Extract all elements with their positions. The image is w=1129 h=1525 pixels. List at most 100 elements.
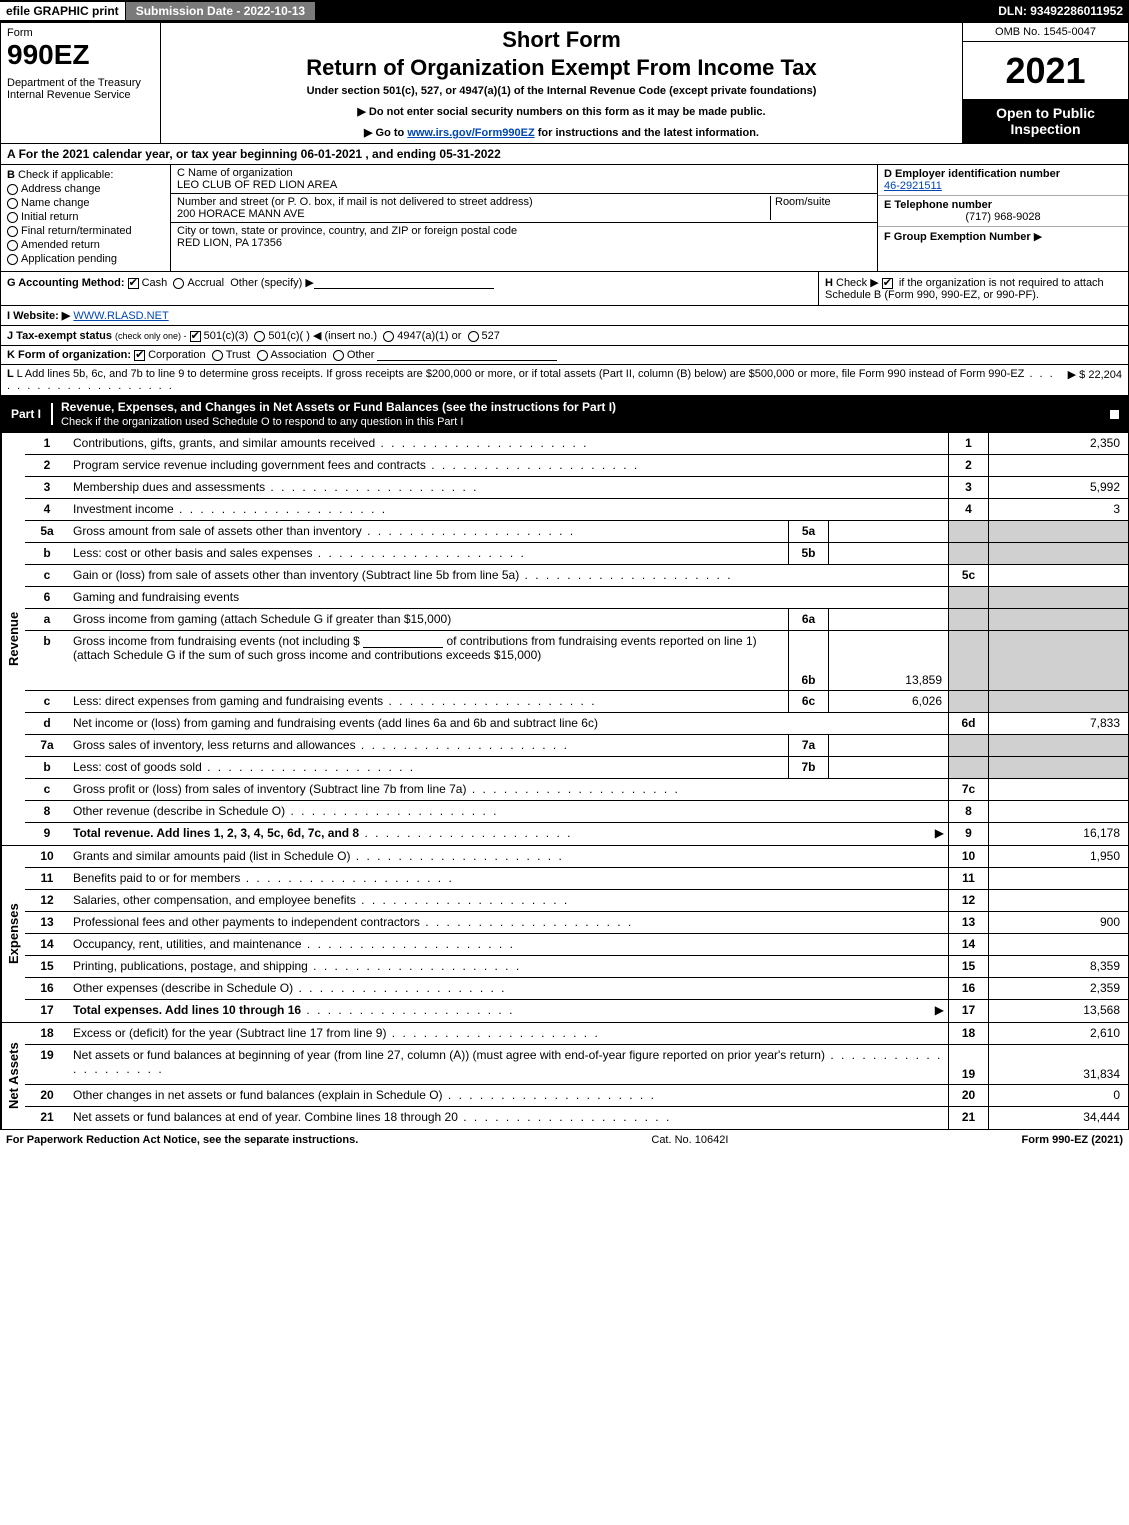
line-9: 9 Total revenue. Add lines 1, 2, 3, 4, 5… [25, 823, 1128, 845]
ln7b-num: b [25, 757, 69, 778]
side-expenses: Expenses [1, 846, 25, 1022]
chk-final-return[interactable]: Final return/terminated [7, 225, 164, 237]
line-6d: d Net income or (loss) from gaming and f… [25, 713, 1128, 735]
part1-sub: Check if the organization used Schedule … [61, 416, 463, 428]
i-lbl: I Website: ▶ [7, 310, 70, 322]
g-other-input[interactable] [314, 277, 494, 289]
chk-address-change[interactable]: Address change [7, 183, 164, 195]
ln7c-num: c [25, 779, 69, 800]
e-lbl: E Telephone number [884, 199, 1122, 211]
i-website-link[interactable]: WWW.RLASD.NET [73, 310, 168, 322]
line-5b: b Less: cost or other basis and sales ex… [25, 543, 1128, 565]
ln15-v: 8,359 [988, 956, 1128, 977]
ln6c-r [948, 691, 988, 712]
g-cash: Cash [142, 277, 168, 289]
e-val: (717) 968-9028 [884, 211, 1122, 223]
ln10-r: 10 [948, 846, 988, 867]
c-street-lbl: Number and street (or P. O. box, if mail… [177, 196, 766, 208]
ln12-desc: Salaries, other compensation, and employ… [73, 893, 356, 907]
line-2: 2 Program service revenue including gove… [25, 455, 1128, 477]
chk-other[interactable] [333, 350, 344, 361]
k-other-input[interactable] [377, 349, 557, 361]
chk-accrual[interactable] [173, 278, 184, 289]
form-word: Form [7, 27, 154, 39]
ln14-v [988, 934, 1128, 955]
ln6d-num: d [25, 713, 69, 734]
chk-corp[interactable] [134, 350, 145, 361]
ln5c-r: 5c [948, 565, 988, 586]
ln5b-num: b [25, 543, 69, 564]
line-7b: b Less: cost of goods sold 7b [25, 757, 1128, 779]
d-ein: D Employer identification number 46-2921… [878, 165, 1128, 196]
ln20-desc: Other changes in net assets or fund bala… [73, 1088, 443, 1102]
row-k: K Form of organization: Corporation Trus… [0, 346, 1129, 365]
chk-assoc[interactable] [257, 350, 268, 361]
ln7c-v [988, 779, 1128, 800]
k-other: Other [347, 349, 375, 361]
d-lbl: D Employer identification number [884, 168, 1122, 180]
irs-link[interactable]: www.irs.gov/Form990EZ [407, 127, 534, 139]
instr-goto-post: for instructions and the latest informat… [538, 127, 759, 139]
g-other: Other (specify) ▶ [230, 277, 314, 289]
d-val[interactable]: 46-2921511 [884, 180, 1122, 192]
ln6a-num: a [25, 609, 69, 630]
line-13: 13 Professional fees and other payments … [25, 912, 1128, 934]
j-o1: 501(c)(3) [204, 330, 249, 342]
ln2-v [988, 455, 1128, 476]
ln8-desc: Other revenue (describe in Schedule O) [73, 804, 285, 818]
g-lbl: G Accounting Method: [7, 277, 125, 289]
ln2-r: 2 [948, 455, 988, 476]
col-b: B Check if applicable: Address change Na… [1, 165, 171, 271]
chk-4947[interactable] [383, 331, 394, 342]
chk-cash[interactable] [128, 278, 139, 289]
ln6b-d1: Gross income from fundraising events (no… [73, 634, 360, 648]
line-19: 19 Net assets or fund balances at beginn… [25, 1045, 1128, 1085]
ln5c-num: c [25, 565, 69, 586]
ln6c-sn: 6c [788, 691, 828, 712]
chk-501c3[interactable] [190, 331, 201, 342]
ln16-num: 16 [25, 978, 69, 999]
h-txt1: Check ▶ [836, 277, 879, 289]
row-a-text: For the 2021 calendar year, or tax year … [19, 147, 501, 161]
ln6b-num: b [25, 631, 69, 690]
chk-application-pending[interactable]: Application pending [7, 253, 164, 265]
instr-ssn: ▶ Do not enter social security numbers o… [169, 105, 954, 118]
header-right: OMB No. 1545-0047 2021 Open to Public In… [963, 23, 1128, 143]
chk-trust[interactable] [212, 350, 223, 361]
ln19-desc: Net assets or fund balances at beginning… [73, 1048, 825, 1062]
part1-chk[interactable] [1104, 407, 1128, 421]
line-7c: c Gross profit or (loss) from sales of i… [25, 779, 1128, 801]
j-o4: 527 [482, 330, 500, 342]
c-city-lbl: City or town, state or province, country… [177, 225, 871, 237]
ln5b-sv [828, 543, 948, 564]
c-street-val: 200 HORACE MANN AVE [177, 208, 766, 220]
ln21-num: 21 [25, 1107, 69, 1129]
chk-h[interactable] [882, 278, 893, 289]
ln12-v [988, 890, 1128, 911]
chk-527[interactable] [468, 331, 479, 342]
side-net-assets: Net Assets [1, 1023, 25, 1129]
chk-name-change[interactable]: Name change [7, 197, 164, 209]
ln7c-r: 7c [948, 779, 988, 800]
ln3-num: 3 [25, 477, 69, 498]
cell-street: Number and street (or P. O. box, if mail… [171, 194, 877, 223]
chk-501c[interactable] [254, 331, 265, 342]
ln5a-sn: 5a [788, 521, 828, 542]
ln7b-sn: 7b [788, 757, 828, 778]
ln6b-blank[interactable] [363, 636, 443, 648]
g-accrual: Accrual [187, 277, 224, 289]
line-6c: c Less: direct expenses from gaming and … [25, 691, 1128, 713]
ln4-v: 3 [988, 499, 1128, 520]
line-8: 8 Other revenue (describe in Schedule O)… [25, 801, 1128, 823]
title-return: Return of Organization Exempt From Incom… [169, 55, 954, 81]
ln19-num: 19 [25, 1045, 69, 1084]
ln6-v [988, 587, 1128, 608]
header-left: Form 990EZ Department of the Treasury In… [1, 23, 161, 143]
chk-amended-return[interactable]: Amended return [7, 239, 164, 251]
ln1-r: 1 [948, 433, 988, 454]
c-name-val: LEO CLUB OF RED LION AREA [177, 179, 871, 191]
ln7b-sv [828, 757, 948, 778]
j-o3: 4947(a)(1) or [397, 330, 461, 342]
efile-label[interactable]: efile GRAPHIC print [0, 2, 125, 20]
chk-initial-return[interactable]: Initial return [7, 211, 164, 223]
